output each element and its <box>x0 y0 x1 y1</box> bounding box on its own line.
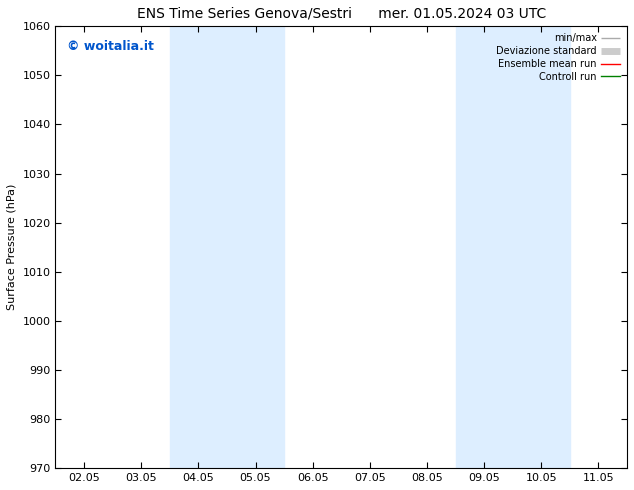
Bar <box>456 26 570 468</box>
Bar <box>170 26 284 468</box>
Legend: min/max, Deviazione standard, Ensemble mean run, Controll run: min/max, Deviazione standard, Ensemble m… <box>495 31 622 84</box>
Title: ENS Time Series Genova/Sestri      mer. 01.05.2024 03 UTC: ENS Time Series Genova/Sestri mer. 01.05… <box>137 7 546 21</box>
Y-axis label: Surface Pressure (hPa): Surface Pressure (hPa) <box>7 184 17 311</box>
Text: © woitalia.it: © woitalia.it <box>67 40 154 52</box>
